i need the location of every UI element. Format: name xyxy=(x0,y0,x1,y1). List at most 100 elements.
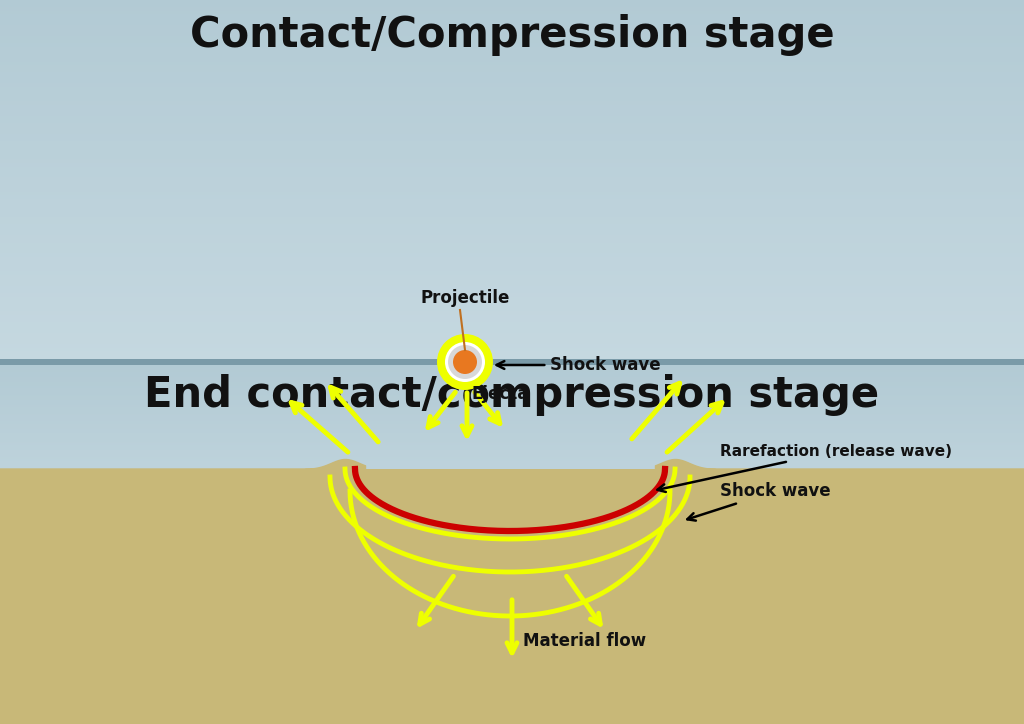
Bar xyxy=(0,370,1024,372)
Text: Rarefaction (release wave): Rarefaction (release wave) xyxy=(657,444,952,492)
Bar xyxy=(0,195,1024,199)
Bar xyxy=(0,376,1024,377)
Bar xyxy=(0,69,1024,72)
Bar xyxy=(0,369,1024,370)
Bar xyxy=(0,428,1024,429)
Bar xyxy=(0,431,1024,433)
Bar xyxy=(0,382,1024,384)
Bar xyxy=(0,447,1024,449)
Bar xyxy=(0,83,1024,87)
Bar xyxy=(0,518,1024,520)
Text: Contact/Compression stage: Contact/Compression stage xyxy=(189,14,835,56)
Bar xyxy=(0,501,1024,502)
Bar xyxy=(0,174,1024,177)
Text: Projectile: Projectile xyxy=(420,289,510,307)
Bar xyxy=(0,520,1024,521)
Circle shape xyxy=(449,345,482,379)
Bar xyxy=(0,87,1024,90)
Bar xyxy=(0,348,1024,351)
Bar xyxy=(0,529,1024,530)
Bar xyxy=(0,214,1024,217)
Bar xyxy=(0,340,1024,344)
Bar xyxy=(0,319,1024,322)
Bar xyxy=(0,239,1024,243)
Bar xyxy=(0,492,1024,494)
Bar xyxy=(0,359,1024,365)
Bar xyxy=(0,494,1024,495)
Bar xyxy=(0,279,1024,282)
Bar xyxy=(0,421,1024,422)
Bar xyxy=(0,358,1024,362)
Bar xyxy=(0,445,1024,447)
Bar xyxy=(0,455,1024,458)
Bar xyxy=(0,525,1024,527)
Bar xyxy=(0,459,1024,460)
Bar xyxy=(0,264,1024,268)
Bar xyxy=(0,437,1024,438)
Bar xyxy=(0,54,1024,58)
Bar xyxy=(0,489,1024,490)
Bar xyxy=(0,527,1024,529)
Text: Material flow: Material flow xyxy=(523,632,646,650)
Bar xyxy=(0,387,1024,390)
Bar xyxy=(0,497,1024,499)
Circle shape xyxy=(445,342,485,382)
Bar xyxy=(0,463,1024,464)
Bar xyxy=(0,159,1024,163)
Bar xyxy=(0,523,1024,525)
Bar xyxy=(0,286,1024,290)
Bar xyxy=(0,536,1024,537)
Bar xyxy=(0,434,1024,437)
Bar xyxy=(0,127,1024,130)
Bar xyxy=(0,72,1024,76)
Bar xyxy=(0,460,1024,463)
Bar xyxy=(0,381,1024,382)
Bar xyxy=(0,76,1024,80)
Bar xyxy=(0,407,1024,408)
Bar xyxy=(0,152,1024,156)
Bar xyxy=(0,243,1024,246)
Bar xyxy=(0,344,1024,348)
Bar xyxy=(0,417,1024,419)
Bar xyxy=(0,515,1024,516)
Circle shape xyxy=(453,350,477,374)
Bar xyxy=(0,134,1024,138)
Bar xyxy=(0,257,1024,261)
Bar xyxy=(0,326,1024,329)
Bar xyxy=(0,250,1024,253)
Bar xyxy=(0,119,1024,123)
Bar xyxy=(0,386,1024,387)
Bar xyxy=(0,206,1024,210)
Circle shape xyxy=(437,334,493,390)
Bar xyxy=(0,329,1024,333)
Bar xyxy=(0,530,1024,532)
Bar xyxy=(0,513,1024,515)
Bar xyxy=(0,315,1024,319)
Bar xyxy=(0,185,1024,188)
Bar xyxy=(0,290,1024,293)
Bar xyxy=(0,411,1024,412)
Bar xyxy=(0,508,1024,510)
Bar xyxy=(0,402,1024,403)
Bar xyxy=(0,393,1024,395)
Bar xyxy=(0,308,1024,311)
Bar xyxy=(0,109,1024,112)
Bar xyxy=(0,4,1024,7)
Bar xyxy=(0,476,1024,478)
Bar xyxy=(0,502,1024,504)
Bar xyxy=(0,25,1024,29)
Bar xyxy=(0,487,1024,489)
Bar xyxy=(0,521,1024,523)
Bar xyxy=(0,282,1024,286)
Bar xyxy=(0,253,1024,257)
Bar xyxy=(0,94,1024,98)
Bar xyxy=(0,47,1024,51)
Bar xyxy=(0,33,1024,36)
Bar xyxy=(0,322,1024,326)
Bar xyxy=(0,443,1024,445)
Bar xyxy=(0,471,1024,473)
Bar xyxy=(0,398,1024,400)
Bar xyxy=(0,422,1024,424)
Bar xyxy=(0,452,1024,454)
Bar xyxy=(0,141,1024,145)
